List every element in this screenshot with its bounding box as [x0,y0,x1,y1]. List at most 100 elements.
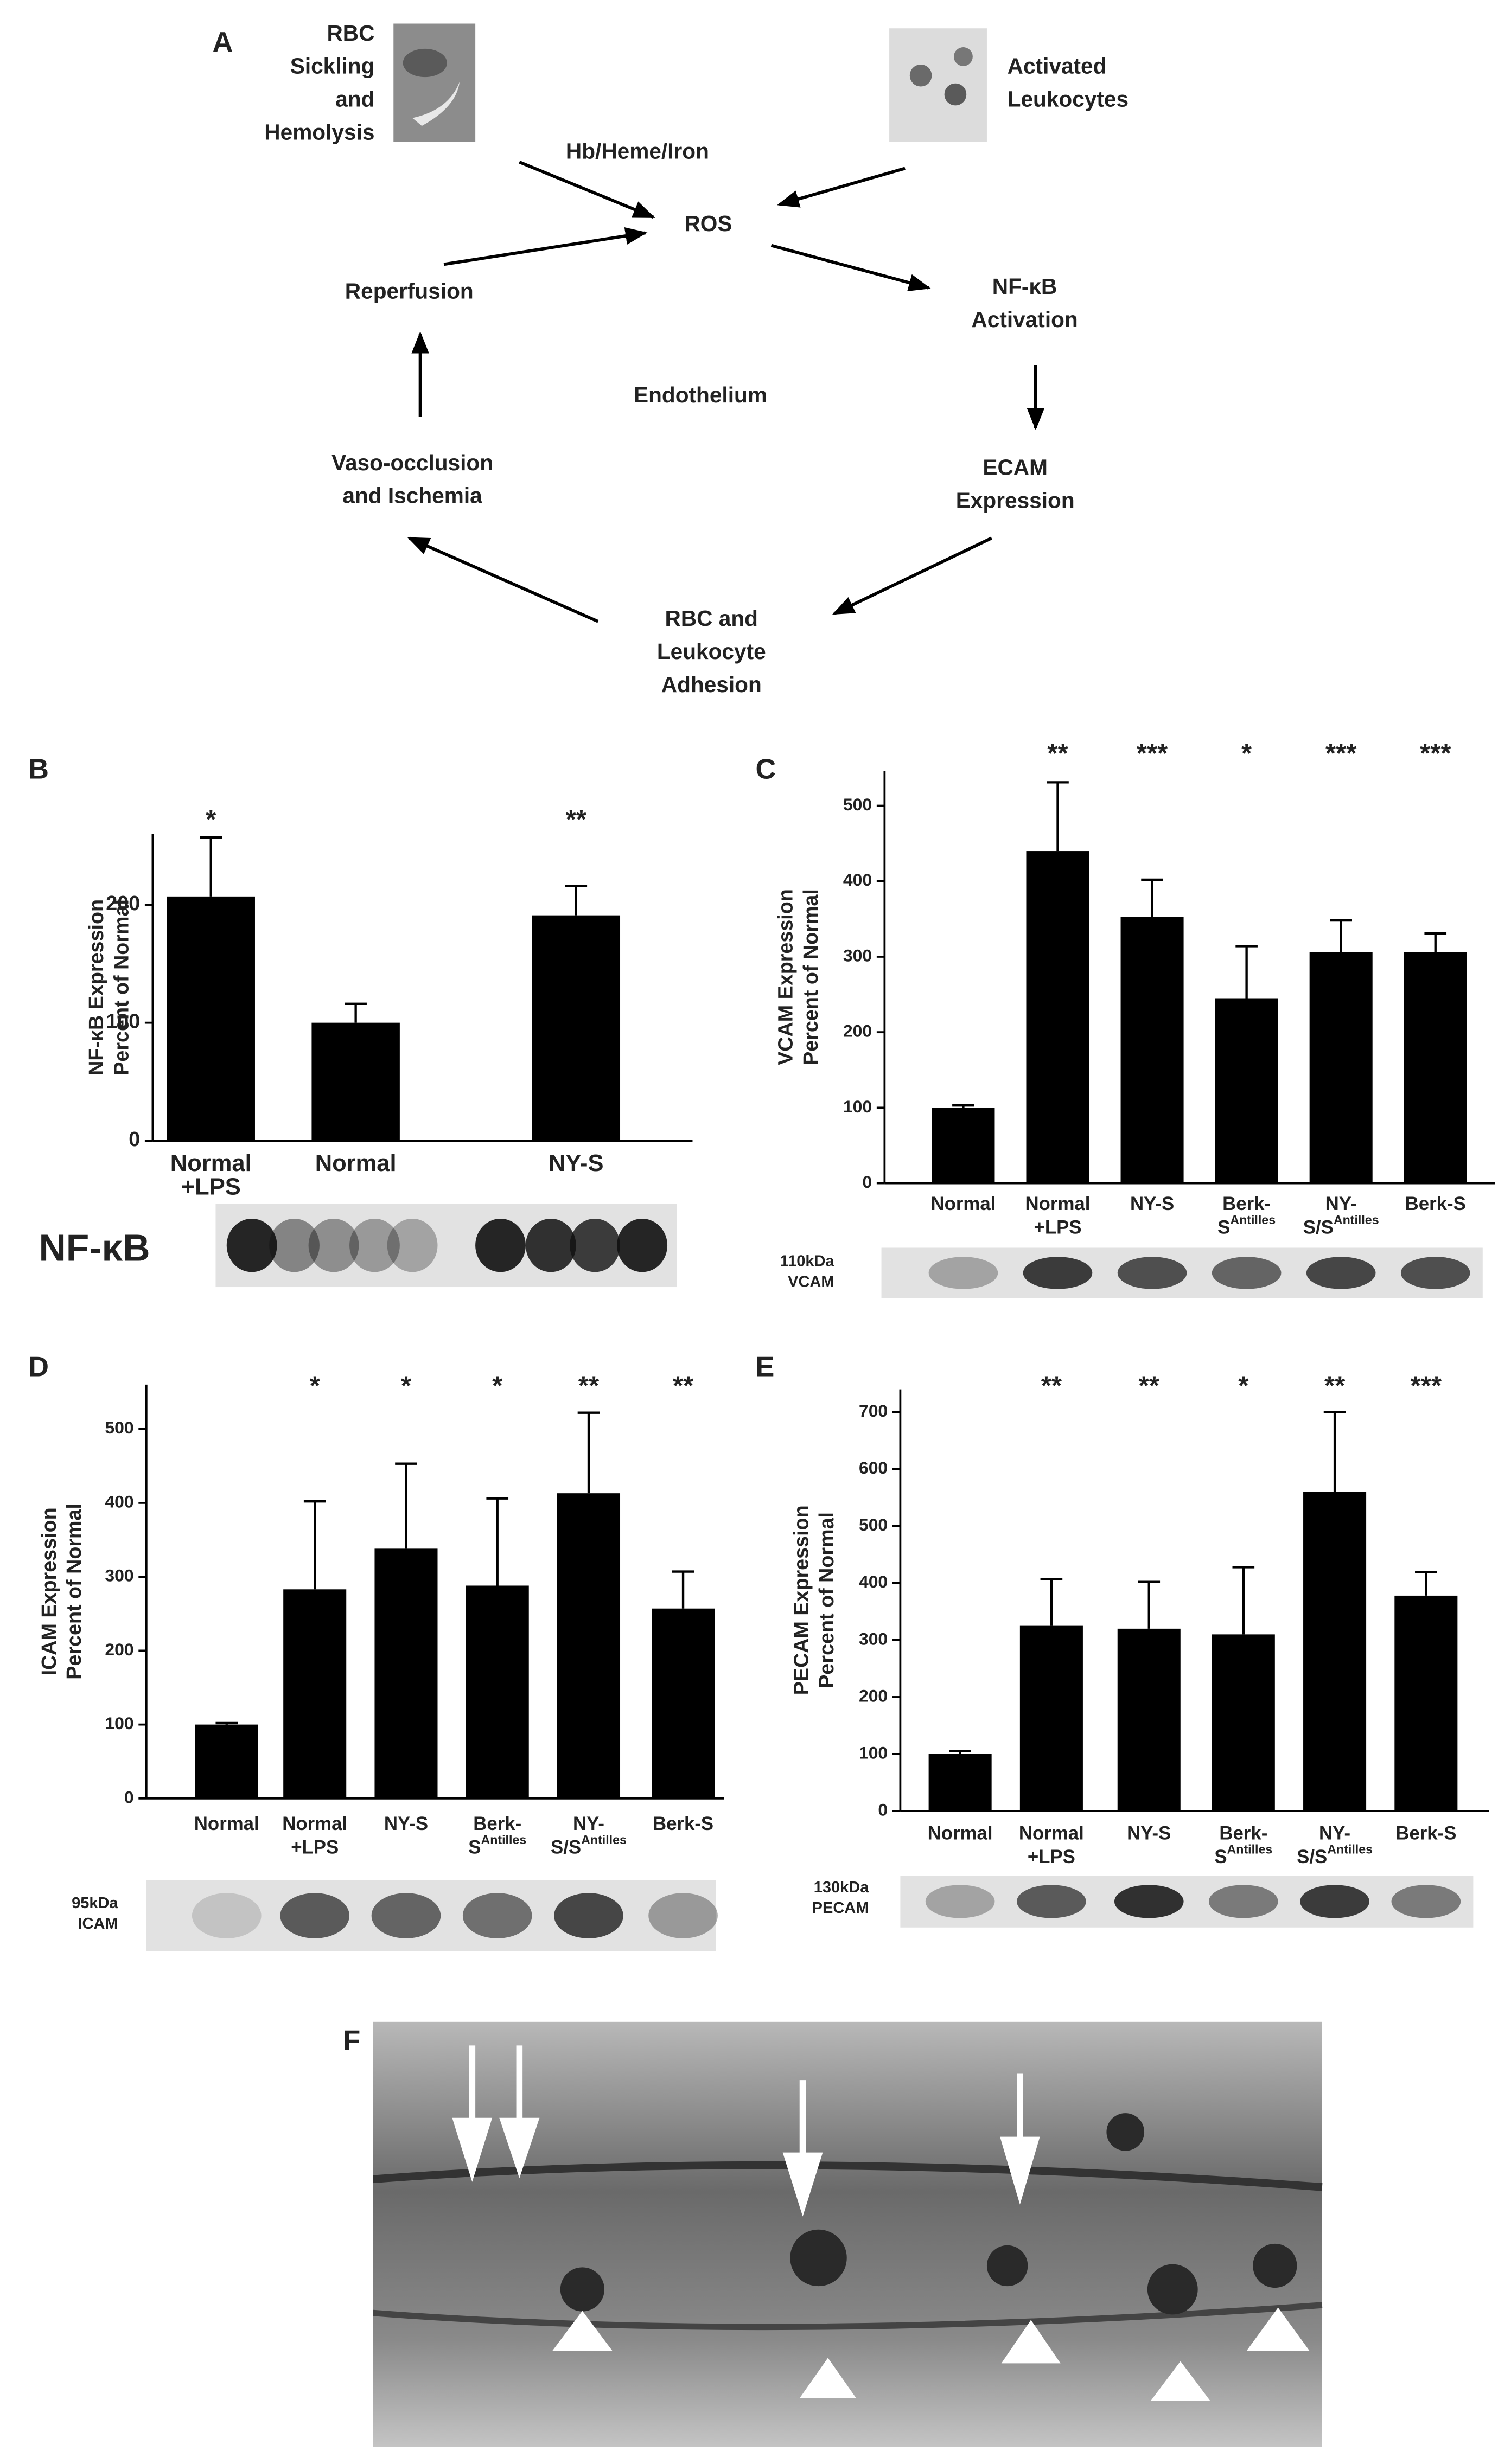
text-line: Percent of Normal [110,899,132,1076]
error-bar [577,1411,600,1494]
bar [374,1548,438,1799]
significance: *** [1137,739,1168,769]
blot-band [226,1218,277,1272]
significance: ** [566,804,587,834]
text-line: S/S [1297,1846,1327,1867]
superscript: Antilles [1327,1842,1373,1857]
blot-band [280,1893,350,1938]
cell [1253,2243,1297,2288]
text-line: S [468,1837,481,1858]
text-line: ROS [684,211,732,236]
text-line: Berk- [1222,1193,1271,1214]
text-line: Normal [170,1150,252,1176]
diagram-node: NF-κB Activation [971,274,1078,332]
error-bar [200,836,222,897]
text-line: Activation [971,307,1078,332]
y-tick-label: 500 [105,1418,133,1437]
significance: * [310,1371,321,1401]
text-line: RBC and [665,606,758,631]
significance: ** [1139,1371,1160,1401]
y-axis-label: NF-κB Expression Percent of Normal [85,899,132,1076]
arrows [407,161,1045,623]
blot-band [192,1893,262,1938]
blot-band [1114,1885,1184,1918]
y-tick-label: 400 [105,1492,133,1511]
significance: ** [578,1371,600,1401]
bar [1212,1634,1275,1812]
blot-band [387,1218,438,1272]
x-tick-label: Normal +LPS [1025,1193,1091,1238]
text-line: RBC [327,21,374,46]
bar [557,1493,621,1799]
significance: * [492,1371,503,1401]
significance: * [206,804,216,834]
text-line: +LPS [291,1837,339,1858]
text-line: Hemolysis [264,119,374,144]
superscript: Antilles [581,1833,627,1847]
cell [790,2229,847,2287]
x-tick-label: Normal +LPS [1019,1823,1084,1868]
significance: *** [1420,739,1451,769]
x-tick-label: Berk- SAntilles [1217,1193,1276,1238]
text-line: NY-S [549,1150,604,1176]
x-tick-label: NY- S/SAntilles [1303,1193,1379,1238]
diagram-node: RBC and Leukocyte Adhesion [657,606,766,697]
y-tick-label: 200 [859,1686,888,1705]
panel-f-image [373,2021,1323,2447]
bar [1404,952,1467,1183]
diagram-node: ECAM Expression [956,455,1075,513]
text-line: Hb/Heme/Iron [566,138,709,163]
significance: ** [1047,739,1068,769]
significance: * [401,1371,412,1401]
text-line: Normal [315,1150,397,1176]
significance: *** [1325,739,1357,769]
error-bar [1424,932,1447,952]
arrowhead [800,2358,856,2398]
panel-label: C [756,753,776,785]
text-line: Normal [282,1813,347,1834]
error-bar [1232,1566,1255,1635]
rbc-cell [403,48,447,78]
error-bar [486,1497,509,1586]
arrow [777,167,906,208]
y-tick-label: 500 [859,1515,888,1534]
cells [560,2113,1297,2315]
rbc-image [393,23,476,142]
arrow-head [452,2117,493,2182]
y-tick-label: 300 [843,945,872,965]
error-bar [345,1002,367,1023]
bar [1394,1595,1458,1812]
text-line: 130kDa [814,1879,869,1896]
blot-band [349,1218,400,1272]
text-line: Leukocytes [1008,86,1129,111]
significance: * [1238,1371,1249,1401]
x-tick-label: Berk-S [653,1813,713,1834]
superscript: Antilles [1227,1842,1273,1857]
text-line: PECAM [812,1899,869,1917]
bar [1026,851,1089,1183]
bar [167,896,255,1141]
y-tick-label: 600 [859,1458,888,1477]
diagram-node: RBC Sickling and Hemolysis [264,21,374,145]
text-line: Reperfusion [345,278,474,303]
y-tick-label: 100 [859,1743,888,1762]
text-line: Activated [1008,53,1107,78]
bar [1019,1625,1083,1812]
text-line: VCAM [788,1273,834,1290]
bar [1120,917,1184,1183]
error-bar [303,1500,326,1590]
arrowhead [1246,2307,1310,2351]
text-line: Percent of Normal [815,1512,838,1688]
text-line: +LPS [181,1174,241,1200]
panel-label: E [756,1352,775,1383]
cell [1106,2113,1145,2151]
blot-band [648,1893,718,1938]
cell [986,2245,1028,2287]
arrow [443,227,648,266]
arrow [407,536,599,623]
error-bar [1047,781,1069,852]
x-tick-label: Normal [930,1193,996,1214]
text-line: S/S [1303,1217,1334,1238]
error-bar [1323,1411,1346,1492]
blot-band [554,1893,623,1938]
